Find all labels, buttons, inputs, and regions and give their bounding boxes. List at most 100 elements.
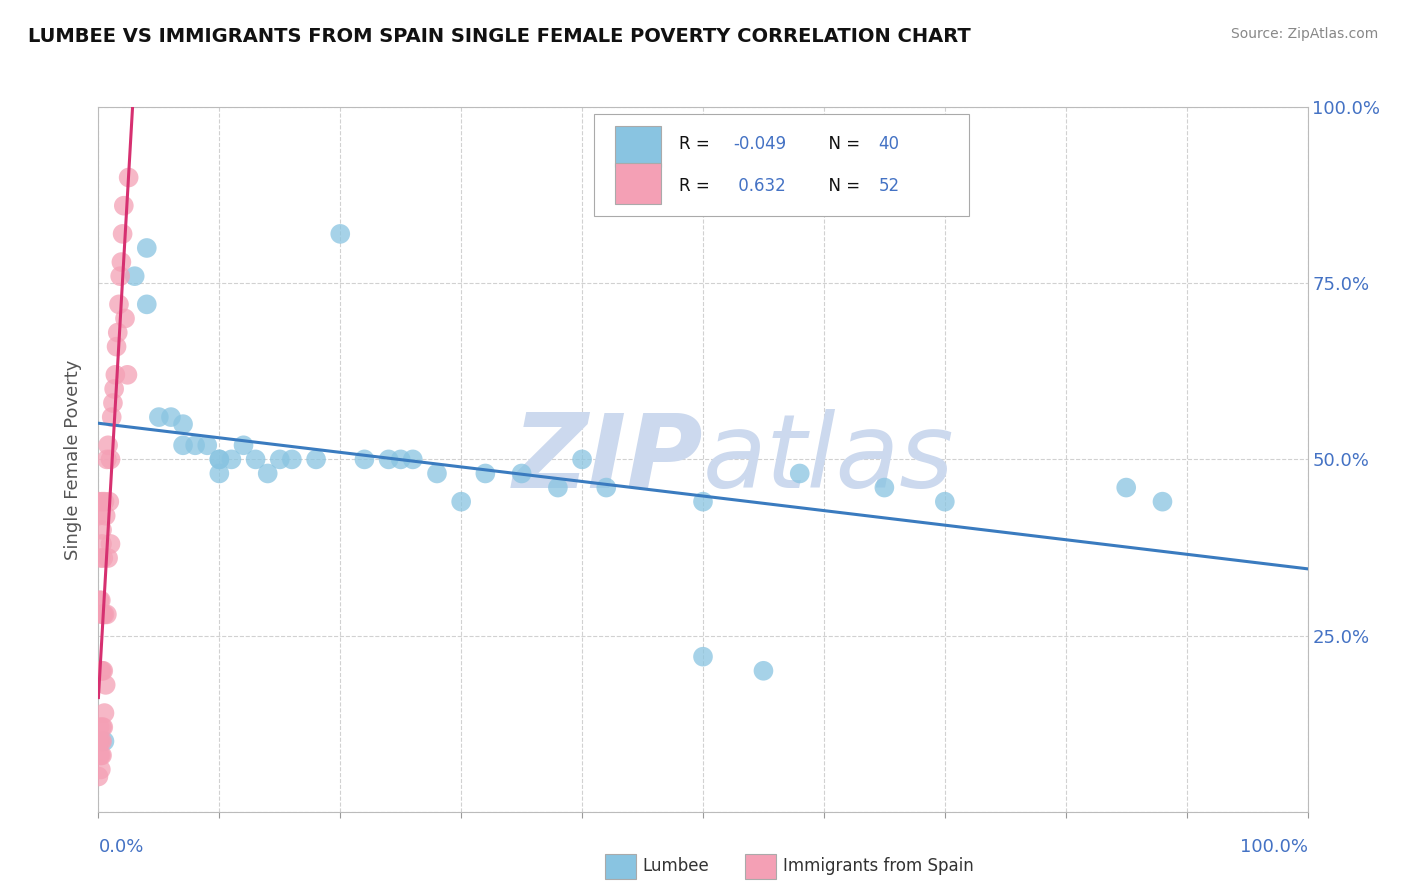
Point — [124, 269, 146, 284]
Point — [160, 410, 183, 425]
Point — [184, 438, 207, 452]
Point — [377, 452, 399, 467]
Point — [97, 551, 120, 566]
FancyBboxPatch shape — [595, 114, 969, 216]
Point — [90, 551, 112, 566]
Point — [117, 368, 139, 382]
Point — [91, 607, 114, 622]
Point — [90, 593, 112, 607]
Point — [89, 720, 111, 734]
Point — [135, 297, 157, 311]
Point — [245, 452, 267, 467]
Text: 0.632: 0.632 — [734, 178, 786, 195]
FancyBboxPatch shape — [614, 126, 661, 167]
Point — [107, 326, 129, 340]
Point — [172, 438, 194, 452]
Text: R =: R = — [679, 136, 714, 153]
Text: N =: N = — [818, 136, 865, 153]
Point — [402, 452, 425, 467]
Y-axis label: Single Female Poverty: Single Female Poverty — [65, 359, 83, 559]
Point — [94, 678, 117, 692]
Point — [97, 438, 120, 452]
Point — [873, 481, 896, 495]
Point — [96, 452, 118, 467]
Point — [110, 255, 132, 269]
Text: 40: 40 — [879, 136, 900, 153]
Point — [91, 720, 114, 734]
Point — [329, 227, 352, 241]
Point — [89, 734, 111, 748]
Point — [752, 664, 775, 678]
Point — [450, 494, 472, 508]
Point — [101, 396, 124, 410]
Text: Immigrants from Spain: Immigrants from Spain — [783, 857, 974, 875]
Point — [90, 748, 112, 763]
Point — [208, 452, 231, 467]
Text: R =: R = — [679, 178, 714, 195]
Point — [87, 508, 110, 523]
Text: LUMBEE VS IMMIGRANTS FROM SPAIN SINGLE FEMALE POVERTY CORRELATION CHART: LUMBEE VS IMMIGRANTS FROM SPAIN SINGLE F… — [28, 27, 972, 45]
Point — [87, 734, 110, 748]
Point — [111, 227, 134, 241]
Point — [108, 269, 131, 284]
Point — [100, 410, 122, 425]
Point — [353, 452, 375, 467]
Point — [91, 664, 114, 678]
Point — [91, 551, 114, 566]
Point — [195, 438, 218, 452]
Text: 52: 52 — [879, 178, 900, 195]
Point — [91, 734, 114, 748]
Point — [547, 481, 569, 495]
Point — [96, 607, 118, 622]
Point — [94, 508, 117, 523]
Text: -0.049: -0.049 — [734, 136, 786, 153]
Point — [172, 417, 194, 431]
Point — [208, 452, 231, 467]
Point — [389, 452, 412, 467]
Point — [114, 311, 136, 326]
Point — [91, 664, 114, 678]
Point — [89, 593, 111, 607]
Text: 0.0%: 0.0% — [98, 838, 143, 856]
Point — [91, 748, 114, 763]
Point — [305, 452, 328, 467]
Point — [112, 199, 135, 213]
Point — [135, 241, 157, 255]
Point — [91, 607, 114, 622]
Point — [148, 410, 170, 425]
Point — [232, 438, 254, 452]
Point — [595, 481, 617, 495]
Point — [91, 537, 114, 551]
Point — [100, 452, 122, 467]
Point — [89, 748, 111, 763]
Point — [104, 368, 127, 382]
Point — [692, 494, 714, 508]
Point — [93, 494, 115, 508]
Text: ZIP: ZIP — [512, 409, 703, 510]
Point — [1115, 481, 1137, 495]
Point — [98, 494, 121, 508]
Text: Source: ZipAtlas.com: Source: ZipAtlas.com — [1230, 27, 1378, 41]
Point — [91, 523, 114, 537]
Point — [103, 382, 125, 396]
Point — [474, 467, 496, 481]
Point — [208, 467, 231, 481]
Point — [90, 763, 112, 777]
Point — [281, 452, 304, 467]
Text: atlas: atlas — [703, 409, 955, 509]
Point — [93, 607, 115, 622]
Point — [108, 297, 131, 311]
Text: 100.0%: 100.0% — [1240, 838, 1308, 856]
Point — [87, 769, 110, 784]
Point — [87, 494, 110, 508]
Point — [221, 452, 243, 467]
Point — [91, 720, 114, 734]
Point — [571, 452, 593, 467]
Point — [934, 494, 956, 508]
Point — [91, 494, 114, 508]
Point — [90, 664, 112, 678]
Text: N =: N = — [818, 178, 865, 195]
Point — [692, 649, 714, 664]
FancyBboxPatch shape — [614, 163, 661, 204]
Point — [789, 467, 811, 481]
